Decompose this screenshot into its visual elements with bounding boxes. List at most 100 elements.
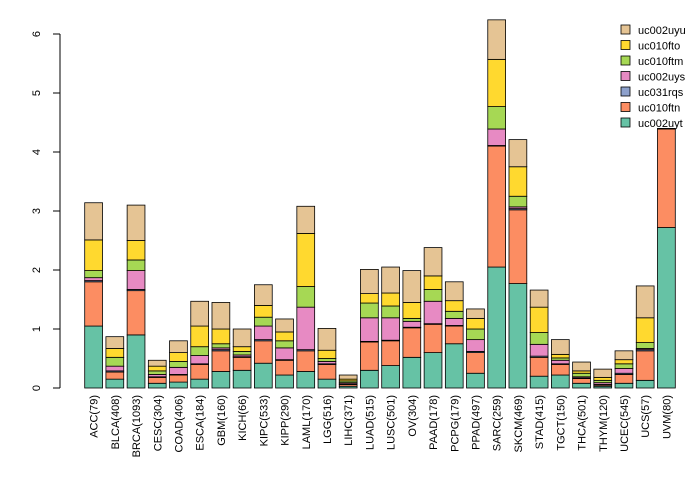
bar-segment-uc010ftm (402, 317, 422, 322)
bar-segment-uc002uys (614, 368, 634, 374)
bar-segment-uc031rqs (657, 127, 676, 130)
x-tick-label: PCPG(179) (449, 395, 461, 452)
x-tick-label: LAML(170) (301, 395, 313, 449)
bar-segment-uc002uys (529, 343, 549, 357)
bar-segment-uc010fto (360, 293, 379, 304)
bar-segment-uc002uyu (147, 359, 167, 367)
legend-label: uc002uyu (638, 25, 686, 37)
bar-segment-uc010ftm (105, 356, 125, 367)
bar-segment-uc010ftn (105, 371, 125, 380)
bar-segment-uc002uyu (487, 19, 506, 60)
bar-segment-uc002uyu (423, 247, 443, 277)
bar-segment-uc002uyt (190, 378, 209, 389)
x-tick-label: OV(304) (407, 395, 419, 437)
bar-segment-uc010ftn (529, 356, 549, 377)
bar-segment-uc002uyt (381, 365, 400, 389)
bar-segment-uc002uys (126, 270, 146, 290)
bar-segment-uc002uyt (487, 266, 506, 389)
bar-segment-uc002uys (190, 355, 209, 365)
x-axis-labels: ACC(79) BLCA(408) BRCA(1093) CESC(304) COAD(… (89, 395, 674, 457)
bar-segment-uc002uyt (296, 371, 316, 389)
bar-segment-uc002uys (296, 306, 316, 351)
x-tick-label: COAD(406) (173, 395, 185, 452)
bar-segment-uc010fto (529, 306, 549, 333)
bar-segment-uc002uyu (572, 361, 591, 372)
bar-segment-uc010ftm (317, 358, 337, 362)
bar-segment-uc002uys (360, 317, 379, 342)
bar-segment-uc002uyu (169, 340, 188, 353)
bar-segment-uc010ftn (84, 281, 103, 327)
bar-segment-uc002uyu (508, 139, 528, 168)
bar-segment-uc010ftm (190, 346, 209, 356)
x-tick-label: LGG(516) (322, 395, 334, 444)
bar-segment-uc010fto (211, 328, 231, 345)
legend-label: uc002uyt (638, 118, 683, 130)
bar-segment-uc002uys (402, 320, 422, 328)
bar-segment-uc010fto (593, 376, 613, 381)
bar-segment-uc010ftn (444, 325, 464, 345)
x-tick-label: THCA(501) (577, 395, 589, 451)
legend-swatch-uc031rqs (620, 86, 631, 97)
bar-segment-uc010ftn (635, 350, 655, 381)
bar-segment-uc010fto (423, 275, 443, 290)
bar-segment-uc010ftn (551, 363, 570, 376)
y-axis: 0 1 2 3 4 5 6 (31, 31, 61, 391)
bar-segment-uc002uyt (169, 381, 188, 389)
bar-segment-uc010ftm (147, 370, 167, 375)
bar-segment-uc002uyt (444, 343, 464, 389)
y-tick-label: 1 (31, 326, 43, 332)
bar-segment-uc010ftm (126, 259, 146, 271)
bar-segment-uc010ftn (275, 359, 294, 376)
y-tick-label: 4 (31, 149, 43, 155)
bar-segment-uc010ftm (381, 305, 400, 319)
bar-segment-uc010fto (487, 58, 506, 107)
bar-segment-uc010ftn (190, 363, 209, 380)
bar-segment-uc002uyu (444, 281, 464, 302)
bar-segment-uc002uyu (593, 368, 613, 378)
bar-segment-uc002uyt (529, 375, 549, 389)
legend-label: uc002uys (638, 72, 686, 84)
legend-swatch-uc002uyu (620, 24, 631, 35)
bar-segment-uc002uyu (338, 374, 358, 380)
bar-segment-uc010fto (317, 349, 337, 359)
bar-segment-uc002uyt (126, 334, 146, 389)
bar-segment-uc010ftm (508, 195, 528, 208)
bar-segment-uc002uyu (635, 285, 655, 319)
bar-segment-uc010fto (614, 359, 634, 365)
x-tick-label: LIHC(371) (343, 395, 355, 446)
bar-segment-uc010fto (126, 240, 146, 261)
legend-swatch-uc002uyt (620, 117, 631, 128)
bar-segment-uc002uyt (508, 283, 528, 389)
bar-segment-uc010ftn (423, 323, 443, 353)
bar-segment-uc002uyu (190, 300, 209, 327)
x-tick-label: KICH(66) (237, 395, 249, 441)
bar-segment-uc010ftn (211, 350, 231, 372)
legend-label: uc010fto (638, 41, 680, 53)
bar-segment-uc002uys (105, 365, 125, 372)
bar-segment-uc010ftn (169, 374, 188, 383)
bar-segment-uc010fto (466, 317, 485, 330)
bar-segment-uc010ftm (275, 340, 294, 349)
bar-segment-uc010ftm (360, 302, 379, 319)
legend-label: uc031rqs (638, 87, 684, 99)
bar-segment-uc002uyu (551, 339, 570, 355)
legend: uc002uyu uc010fto uc010ftm uc002uys uc031rqs… (620, 24, 686, 130)
bar-segment-uc010ftn (296, 350, 316, 372)
bar-segment-uc010fto (444, 300, 464, 312)
x-tick-label: ESCA(184) (195, 395, 207, 451)
x-tick-label: THYM(120) (598, 395, 610, 452)
bar-segment-uc010ftn (147, 376, 167, 384)
bar-segment-uc010ftn (232, 356, 252, 371)
bar-segment-uc010fto (275, 331, 294, 342)
bar-segment-uc010ftn (466, 352, 485, 374)
bar-segment-uc010fto (190, 325, 209, 348)
bar-segment-uc002uys (423, 300, 443, 325)
x-tick-label: PPAD(497) (470, 395, 482, 450)
legend-swatch-uc010ftn (620, 102, 631, 112)
y-tick-label: 0 (31, 385, 43, 391)
bar-segment-uc010ftn (360, 341, 379, 371)
bar-segment-uc002uys (84, 277, 103, 282)
bar-segment-uc010ftm (169, 361, 188, 368)
bar-segment-uc010ftm (529, 332, 549, 345)
